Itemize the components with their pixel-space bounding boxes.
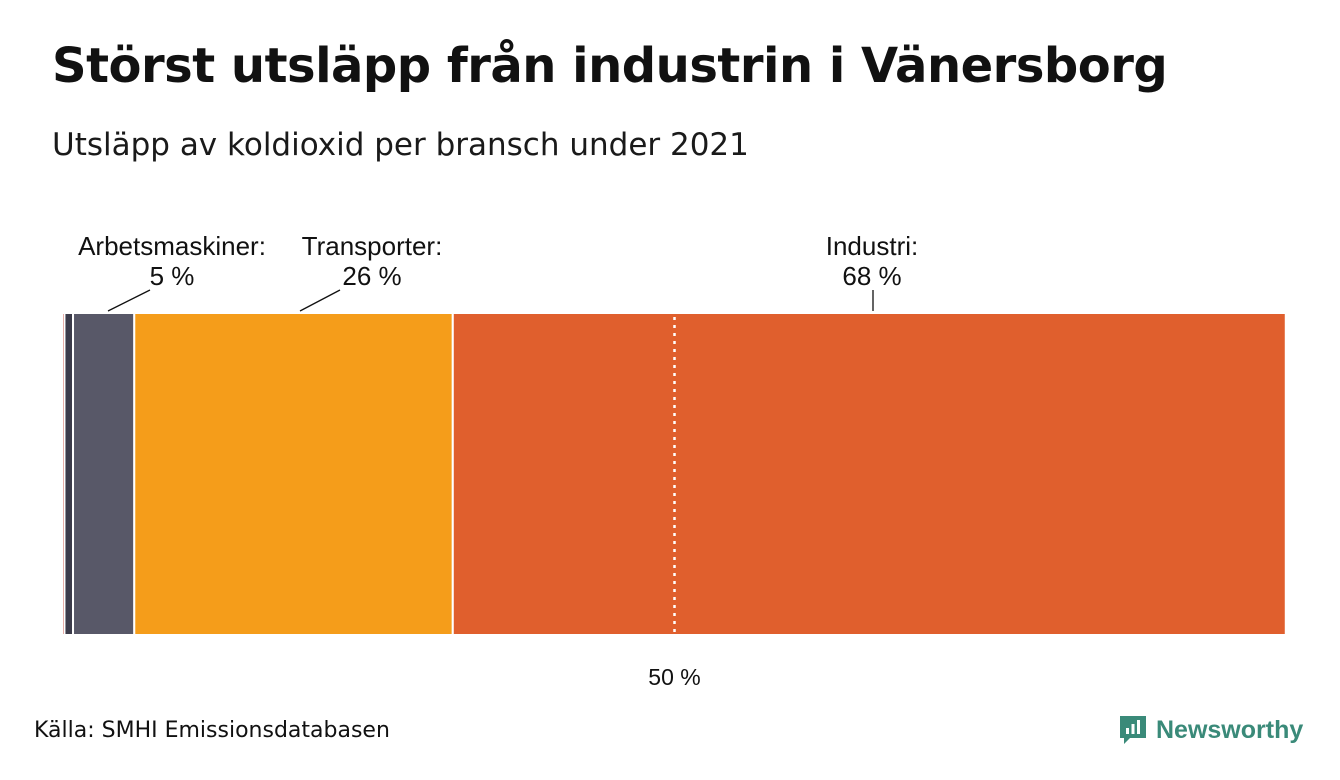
chart-subtitle: Utsläpp av koldioxid per bransch under 2… [52,127,749,163]
segment-value-label-transporter: 26 % [342,261,401,291]
bar-segment-transporter [133,312,454,636]
leader-line-transporter [299,289,341,312]
chart-title: Störst utsläpp från industrin i Vänersbo… [52,38,1168,94]
brand-logo: Newsworthy [1118,714,1303,746]
reference-line-label: 50 % [648,664,700,690]
bar-segment-minor-1 [63,312,75,636]
segment-value-label-industri: 68 % [842,261,901,291]
segment-value-label-arbetsmaskiner: 5 % [150,261,195,291]
segment-label-industri: Industri: [826,231,919,261]
newsworthy-logo-icon [1120,716,1146,744]
bar-segment-industri [451,312,1287,636]
segment-label-transporter: Transporter: [302,231,443,261]
bar-segment-arbetsmaskiner [72,312,136,636]
leader-line-arbetsmaskiner [107,289,151,312]
source-note: Källa: SMHI Emissionsdatabasen [34,718,390,743]
brand-name: Newsworthy [1156,715,1304,744]
segment-label-arbetsmaskiner: Arbetsmaskiner: [78,231,266,261]
